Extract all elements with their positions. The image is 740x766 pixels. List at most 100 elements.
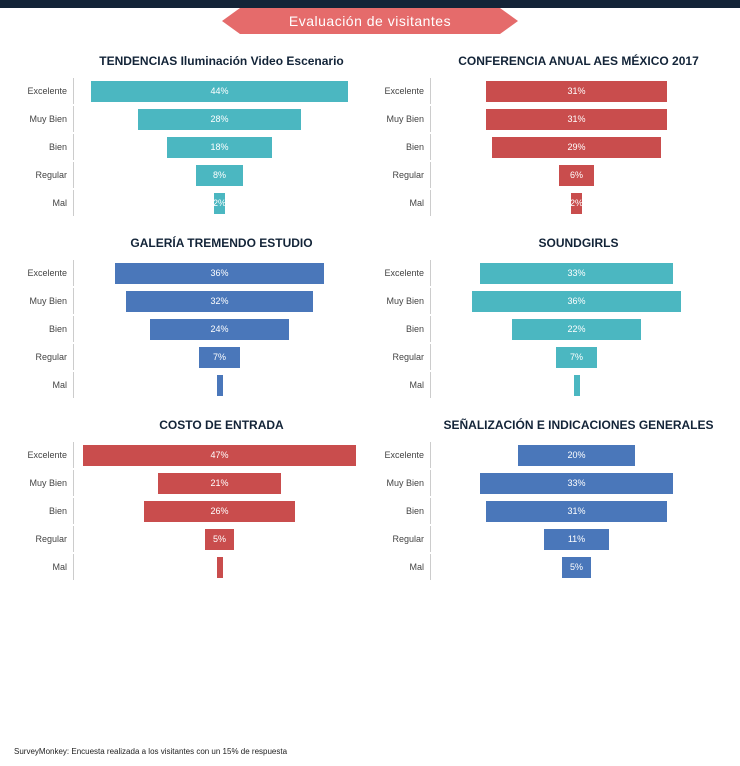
bar: 33% — [480, 263, 672, 284]
bar: 2% — [571, 193, 583, 214]
chart-5: SEÑALIZACIÓN E INDICACIONES GENERALES Exc… — [375, 418, 722, 582]
category-label: Regular — [18, 534, 73, 544]
category-label: Mal — [18, 380, 73, 390]
category-label: Muy Bien — [375, 478, 430, 488]
bar-area: 21% — [73, 470, 365, 496]
category-label: Bien — [18, 142, 73, 152]
bar-area — [73, 554, 365, 580]
bar-area: 33% — [430, 260, 722, 286]
chart-row: Regular11% — [375, 526, 722, 552]
bar: 21% — [158, 473, 280, 494]
category-label: Mal — [18, 198, 73, 208]
bar — [217, 375, 223, 396]
category-label: Regular — [375, 534, 430, 544]
category-label: Regular — [375, 170, 430, 180]
chart-row: Muy Bien 33% — [375, 470, 722, 496]
bar-area — [73, 372, 365, 398]
bar-area: 2% — [430, 190, 722, 216]
chart-row: Mal5% — [375, 554, 722, 580]
chart-title: TENDENCIAS Iluminación Video Escenario — [78, 54, 365, 68]
category-label: Regular — [18, 170, 73, 180]
bar-area: 36% — [430, 288, 722, 314]
chart-row: Excelente 36% — [18, 260, 365, 286]
chart-title: COSTO DE ENTRADA — [78, 418, 365, 432]
bar: 8% — [196, 165, 243, 186]
bar: 26% — [144, 501, 295, 522]
bar: 28% — [138, 109, 301, 130]
category-label: Excelente — [18, 86, 73, 96]
bar: 2% — [214, 193, 226, 214]
chart-title: SEÑALIZACIÓN E INDICACIONES GENERALES — [435, 418, 722, 432]
category-label: Excelente — [18, 450, 73, 460]
category-label: Bien — [375, 324, 430, 334]
chart-row: Excelente 33% — [375, 260, 722, 286]
chart-row: Bien 22% — [375, 316, 722, 342]
bar: 36% — [115, 263, 325, 284]
bar-area: 31% — [430, 498, 722, 524]
chart-row: Muy Bien 28% — [18, 106, 365, 132]
bar: 22% — [512, 319, 640, 340]
category-label: Muy Bien — [18, 296, 73, 306]
chart-row: Bien 18% — [18, 134, 365, 160]
category-label: Mal — [375, 380, 430, 390]
category-label: Muy Bien — [18, 478, 73, 488]
bar: 47% — [83, 445, 357, 466]
bar: 6% — [559, 165, 594, 186]
bar: 18% — [167, 137, 272, 158]
bar-area: 5% — [73, 526, 365, 552]
bar: 29% — [492, 137, 661, 158]
chart-row: Mal — [18, 554, 365, 580]
bar: 20% — [518, 445, 634, 466]
bar: 7% — [199, 347, 240, 368]
bar: 31% — [486, 501, 666, 522]
bar-area: 18% — [73, 134, 365, 160]
page-title-ribbon: Evaluación de visitantes — [240, 8, 500, 34]
bar-area: 20% — [430, 442, 722, 468]
category-label: Bien — [18, 506, 73, 516]
bar-area: 31% — [430, 78, 722, 104]
bar-area: 8% — [73, 162, 365, 188]
bar-area: 22% — [430, 316, 722, 342]
category-label: Excelente — [375, 86, 430, 96]
category-label: Mal — [18, 562, 73, 572]
bar-area: 7% — [430, 344, 722, 370]
category-label: Muy Bien — [375, 296, 430, 306]
chart-row: Mal 2% — [18, 190, 365, 216]
bar-area: 11% — [430, 526, 722, 552]
bar-area: 31% — [430, 106, 722, 132]
chart-row: Bien24% — [18, 316, 365, 342]
bar-area: 44% — [73, 78, 365, 104]
chart-row: Regular 8% — [18, 162, 365, 188]
bar-area: 32% — [73, 288, 365, 314]
header-bar — [0, 0, 740, 8]
bar-area: 24% — [73, 316, 365, 342]
bar: 33% — [480, 473, 672, 494]
bar: 31% — [486, 81, 666, 102]
chart-row: Regular7% — [375, 344, 722, 370]
page-title: Evaluación de visitantes — [289, 13, 451, 29]
category-label: Muy Bien — [18, 114, 73, 124]
chart-row: Bien29% — [375, 134, 722, 160]
category-label: Excelente — [18, 268, 73, 278]
category-label: Regular — [375, 352, 430, 362]
bar: 31% — [486, 109, 666, 130]
chart-title: SOUNDGIRLS — [435, 236, 722, 250]
bar-area: 2% — [73, 190, 365, 216]
chart-row: Bien 31% — [375, 498, 722, 524]
category-label: Muy Bien — [375, 114, 430, 124]
bar: 5% — [562, 557, 591, 578]
chart-1: CONFERENCIA ANUAL AES MÉXICO 2017Excelen… — [375, 54, 722, 218]
category-label: Bien — [18, 324, 73, 334]
bar-area: 36% — [73, 260, 365, 286]
bar-area: 26% — [73, 498, 365, 524]
bar-area — [430, 372, 722, 398]
bar-area: 6% — [430, 162, 722, 188]
category-label: Bien — [375, 506, 430, 516]
bar-area: 7% — [73, 344, 365, 370]
bar-area: 29% — [430, 134, 722, 160]
category-label: Excelente — [375, 268, 430, 278]
category-label: Excelente — [375, 450, 430, 460]
bar — [574, 375, 580, 396]
chart-row: Excelente 20% — [375, 442, 722, 468]
chart-title: GALERÍA TREMENDO ESTUDIO — [78, 236, 365, 250]
